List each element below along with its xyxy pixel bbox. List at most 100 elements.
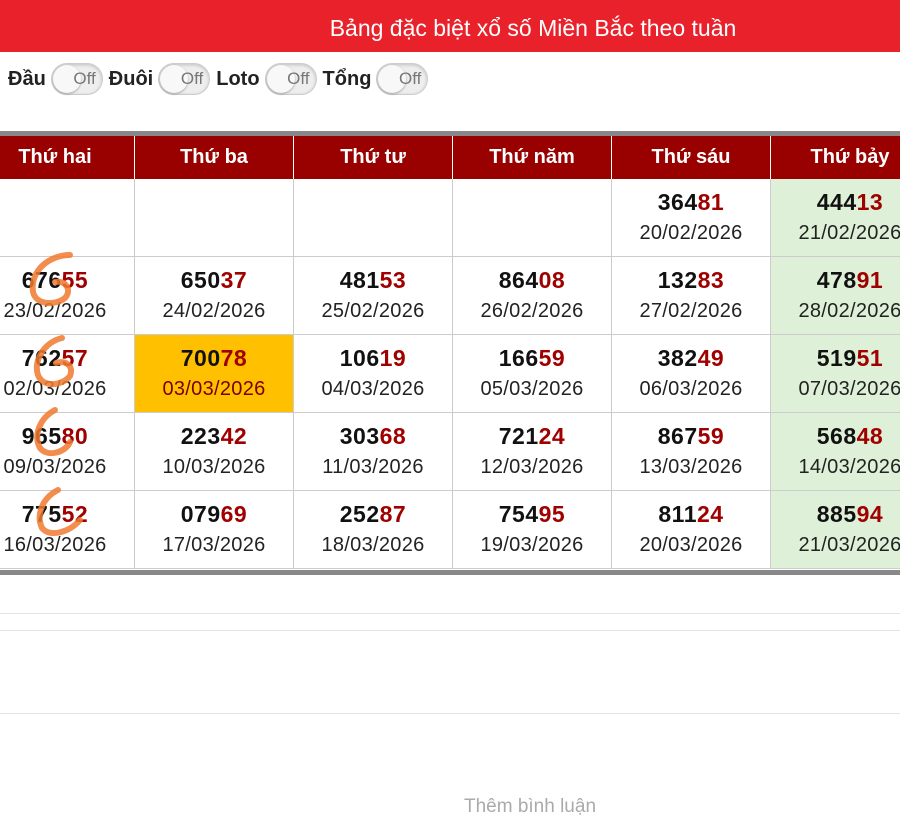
table-bottom-border [0,570,900,575]
number-head: 223 [180,423,221,449]
divider [0,713,900,714]
number-tail: 24 [697,501,724,527]
result-number: 70078 [135,345,293,372]
result-date: 03/03/2026 [162,378,266,400]
result-date: 06/03/2026 [639,378,743,400]
divider [0,630,900,631]
header-bar [0,0,900,52]
result-date: 20/03/2026 [639,534,743,556]
result-date: 27/02/2026 [639,300,743,322]
result-date: 11/03/2026 [322,456,424,478]
toggle-switch[interactable]: Off [158,63,211,95]
number-tail: 57 [61,345,89,371]
result-number: 86408 [453,267,611,294]
result-date: 24/02/2026 [162,300,266,322]
toggle-state: Off [399,69,422,88]
page-title: Bảng đặc biệt xổ số Miền Bắc theo tuần [329,15,737,41]
table-cell: 47891 28/02/2026 [771,257,900,335]
result-date: 10/03/2026 [162,456,266,478]
number-head: 811 [658,501,697,527]
result-date: 18/03/2026 [321,534,425,556]
table-cell: 86408 26/02/2026 [453,257,612,335]
toggle-switch[interactable]: Off [50,63,103,95]
table-cell: 25287 18/03/2026 [294,491,453,569]
result-date: 16/03/2026 [3,534,107,556]
number-head: 303 [339,423,380,449]
number-head: 132 [657,267,698,293]
toggle-switch[interactable]: Off [264,63,317,95]
result-number: 86759 [612,423,770,450]
number-tail: 83 [697,267,725,293]
result-number: 51951 [771,345,900,372]
toggle-label: Đầu [8,67,46,90]
result-number: 13283 [612,267,770,294]
result-number: 44413 [771,189,900,216]
toggle-label: Loto [216,67,260,90]
table-cell: 22342 10/03/2026 [135,413,294,491]
number-head: 364 [657,189,698,215]
number-head: 721 [498,423,539,449]
table-cell: 72124 12/03/2026 [453,413,612,491]
table-cell: 65037 24/02/2026 [135,257,294,335]
scribble [33,335,74,388]
result-number: 25287 [294,501,452,528]
scribble [29,252,73,307]
result-date: 21/03/2026 [798,534,900,556]
column-header: Thứ hai [0,136,135,179]
table-cell: 13283 27/02/2026 [612,257,771,335]
number-head: 864 [498,267,539,293]
result-number: 38249 [612,345,770,372]
result-date: 17/03/2026 [162,534,266,556]
number-tail: 13 [856,189,884,215]
scribble [34,407,73,457]
result-number: 75495 [453,501,611,528]
number-tail: 81 [697,189,725,215]
number-head: 079 [180,501,221,527]
number-head: 700 [180,345,221,371]
result-date: 23/02/2026 [3,300,107,322]
divider [0,613,900,614]
table-cell: 88594 21/03/2026 [771,491,900,569]
number-head: 754 [498,501,539,527]
number-tail: 48 [856,423,884,449]
result-number: 72124 [453,423,611,450]
result-date: 14/03/2026 [798,456,900,478]
number-tail: 69 [220,501,248,527]
result-number: 47891 [771,267,900,294]
number-head: 867 [657,423,698,449]
column-header: Thứ năm [453,136,612,179]
table-cell: 44413 21/02/2026 [771,179,900,257]
toggle-switch[interactable]: Off [376,63,429,95]
number-tail: 59 [538,345,566,371]
number-head: 650 [180,267,221,293]
result-date: 21/02/2026 [798,222,900,244]
scribble [36,487,83,537]
number-tail: 24 [538,423,566,449]
result-number: 16659 [453,345,611,372]
table-cell: 75495 19/03/2026 [453,491,612,569]
toggle-label: Đuôi [108,67,154,90]
result-number: 88594 [771,501,900,528]
table-top-border [0,131,900,136]
result-number: 07969 [135,501,293,528]
result-number: 81124 [612,501,770,528]
table-cell: 96580 09/03/2026 [0,413,135,491]
toggle-state: Off [73,69,96,88]
number-tail: 95 [538,501,566,527]
table-cell: 70078 03/03/2026 [135,335,294,413]
table-cell: 30368 11/03/2026 [294,413,453,491]
number-tail: 94 [856,501,884,527]
table-cell: 76257 02/03/2026 [0,335,135,413]
result-number: 22342 [135,423,293,450]
result-date: 20/02/2026 [639,222,743,244]
number-head: 252 [339,501,380,527]
table-cell: 86759 13/03/2026 [612,413,771,491]
result-date: 28/02/2026 [798,300,900,322]
result-date: 04/03/2026 [321,378,425,400]
number-tail: 42 [220,423,248,449]
result-date: 05/03/2026 [480,378,584,400]
number-head: 444 [816,189,857,215]
result-number: 65037 [135,267,293,294]
table-cell: 48153 25/02/2026 [294,257,453,335]
